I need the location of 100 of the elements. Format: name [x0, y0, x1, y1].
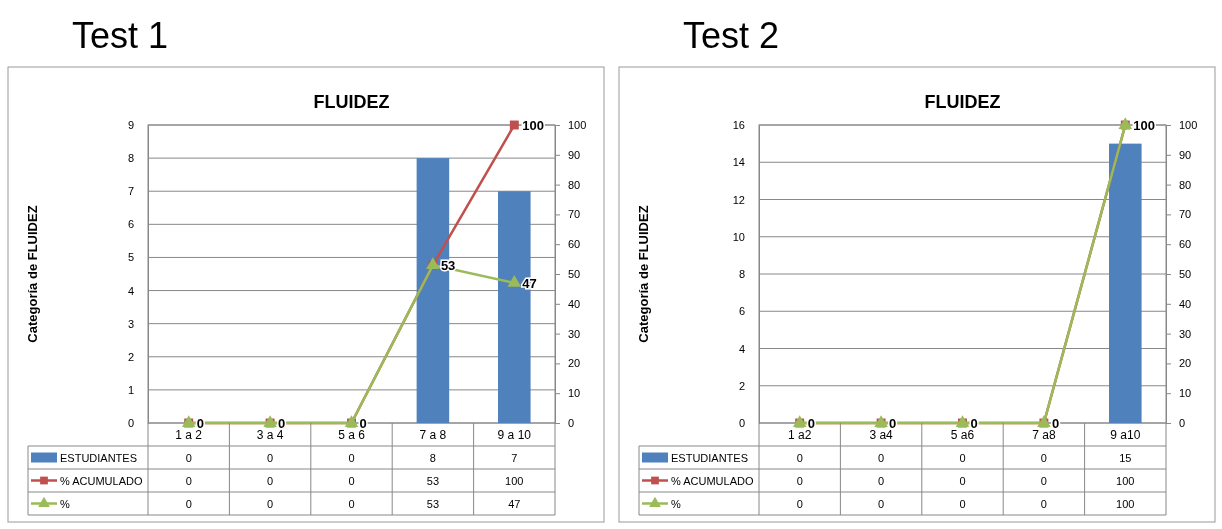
y-tick-label: 8	[738, 268, 745, 281]
y2-tick-label: 70	[568, 208, 581, 221]
data-label: 100	[1116, 497, 1135, 510]
data-label: 53	[426, 474, 440, 487]
data-label: 0	[1040, 497, 1047, 510]
data-label: 0	[348, 474, 355, 487]
data-label: 0	[348, 451, 355, 464]
y2-tick-label: 100	[568, 119, 587, 132]
annotation: 100	[1133, 118, 1155, 133]
x-tick-label: 9 a10	[1110, 428, 1141, 442]
data-label: 7	[511, 451, 518, 464]
annotation: 100	[522, 118, 544, 133]
y2-tick-label: 10	[568, 387, 581, 400]
y-axis-title: Categoría de FLUIDEZ	[25, 205, 40, 343]
y2-tick-label: 70	[1179, 208, 1192, 221]
y-tick-label: 3	[127, 317, 134, 330]
y2-tick-label: 10	[1179, 387, 1192, 400]
chart-title: Test 2	[682, 15, 780, 56]
y-tick-label: 0	[127, 417, 134, 430]
data-label: 0	[959, 474, 966, 487]
y-tick-label: 14	[732, 156, 745, 169]
y-tick-label: 4	[127, 284, 134, 297]
y2-tick-label: 20	[1179, 357, 1192, 370]
legend-label: % ACUMULADO	[671, 474, 754, 487]
annotation: 0	[1051, 416, 1060, 431]
legend-label: %	[671, 497, 681, 510]
y-tick-label: 6	[738, 305, 745, 318]
data-label: 53	[426, 497, 440, 510]
data-label: 0	[796, 451, 803, 464]
data-label: 100	[1116, 474, 1135, 487]
annotation: 53	[440, 258, 456, 274]
y-tick-label: 2	[738, 379, 745, 392]
data-label: 0	[185, 497, 192, 510]
data-label: 0	[796, 497, 803, 510]
annotation: 0	[359, 416, 367, 431]
annotation: 0	[889, 416, 897, 431]
x-tick-label: 1 a 2	[175, 428, 203, 442]
data-label: 0	[267, 497, 274, 510]
chart-subtitle: FLUIDEZ	[313, 92, 390, 112]
y2-tick-label: 90	[568, 148, 581, 161]
y-tick-label: 5	[127, 251, 134, 264]
legend-label: ESTUDIANTES	[60, 451, 138, 464]
x-tick-label: 3 a4	[869, 428, 894, 442]
legend-label: % ACUMULADO	[60, 474, 143, 487]
y-tick-label: 8	[127, 152, 134, 165]
data-label: 0	[878, 451, 885, 464]
data-label: 0	[185, 474, 192, 487]
data-label: 0	[348, 497, 355, 510]
y-tick-label: 7	[127, 185, 134, 198]
legend-label: ESTUDIANTES	[671, 451, 749, 464]
y-tick-label: 12	[732, 193, 745, 206]
y2-tick-label: 40	[1179, 297, 1192, 310]
data-label: 0	[959, 497, 966, 510]
y2-tick-label: 80	[568, 178, 581, 191]
y-tick-label: 10	[732, 230, 745, 243]
data-label: 0	[1040, 474, 1047, 487]
y-tick-label: 6	[127, 218, 134, 231]
x-tick-label: 7 a 8	[419, 428, 447, 442]
data-label: 0	[185, 451, 192, 464]
y2-tick-label: 100	[1179, 119, 1198, 132]
y2-tick-label: 0	[568, 417, 575, 430]
x-tick-label: 1 a2	[788, 428, 812, 442]
y2-tick-label: 30	[568, 327, 581, 340]
data-label: 0	[267, 474, 274, 487]
data-label: 0	[796, 474, 803, 487]
x-tick-label: 5 a 6	[338, 428, 366, 442]
y-tick-label: 0	[738, 417, 745, 430]
y2-tick-label: 50	[1179, 268, 1192, 281]
y-tick-label: 2	[127, 350, 134, 363]
y-tick-label: 16	[732, 119, 745, 132]
data-label: 8	[429, 451, 436, 464]
annotation: 0	[807, 416, 815, 431]
x-tick-label: 7 a8	[1032, 428, 1056, 442]
y2-tick-label: 90	[1179, 148, 1192, 161]
legend-label: %	[60, 497, 70, 510]
y-axis-title: Categoría de FLUIDEZ	[636, 205, 651, 343]
y-tick-label: 1	[127, 383, 134, 396]
annotation: 0	[970, 416, 978, 431]
y2-tick-label: 0	[1179, 417, 1186, 430]
data-label: 0	[878, 474, 885, 487]
y2-tick-label: 40	[568, 297, 581, 310]
chart-subtitle: FLUIDEZ	[924, 92, 1001, 112]
y-tick-label: 9	[127, 119, 134, 132]
y2-tick-label: 50	[568, 268, 581, 281]
x-tick-label: 3 a 4	[256, 428, 284, 442]
y2-tick-label: 30	[1179, 327, 1192, 340]
y2-tick-label: 80	[1179, 178, 1192, 191]
x-tick-label: 9 a 10	[497, 428, 532, 442]
annotation: 0	[278, 416, 286, 431]
y-tick-label: 4	[738, 342, 745, 355]
chart-title: Test 1	[71, 15, 169, 56]
data-label: 0	[878, 497, 885, 510]
data-label: 47	[508, 497, 521, 510]
y2-tick-label: 60	[1179, 238, 1192, 251]
data-label: 0	[1040, 451, 1047, 464]
data-label: 15	[1119, 451, 1132, 464]
annotation: 0	[196, 416, 204, 431]
x-tick-label: 5 a6	[950, 428, 975, 442]
data-label: 100	[505, 474, 524, 487]
y2-tick-label: 20	[568, 357, 581, 370]
